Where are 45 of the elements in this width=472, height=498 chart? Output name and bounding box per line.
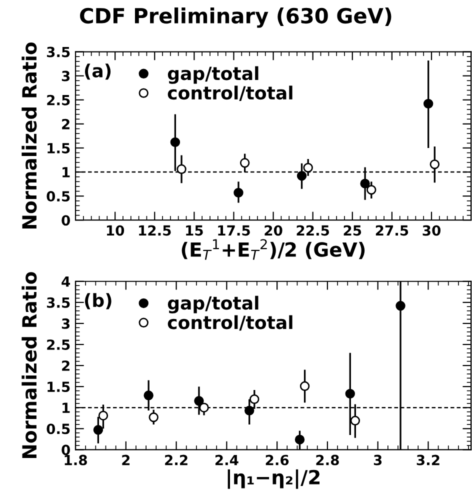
x-tick-label: 22.5	[296, 225, 330, 236]
x-tick-label: 15	[186, 225, 203, 236]
y-axis-title: Normalized Ratio	[22, 272, 37, 458]
y-axis-title: Normalized Ratio	[22, 42, 37, 228]
annotation: (b)	[84, 293, 112, 310]
y-tick-label: 0.5	[46, 424, 70, 434]
x-tick-label: 2.2	[165, 454, 188, 466]
y-tick-label: 1	[62, 167, 70, 178]
y-tick-label: 3	[62, 70, 70, 82]
x-tick-label: 2.6	[266, 454, 289, 466]
x-tick-label: 10	[106, 225, 124, 236]
x-tick-label: 2	[122, 454, 130, 466]
y-tick-label: 1.5	[48, 143, 70, 154]
y-tick-label: 0.5	[46, 191, 70, 202]
x-tick-label: 3	[374, 454, 382, 466]
y-tick-label: 3	[62, 318, 70, 329]
legend-label: gap/total	[168, 296, 258, 314]
y-tick-label: 2.5	[47, 94, 70, 106]
x-tick-label: 2.4	[215, 454, 238, 466]
legend-label: control/total	[168, 86, 292, 102]
y-tick-label: 3.5	[46, 297, 70, 308]
y-tick-label: 2	[62, 360, 70, 371]
x-tick-label: 3.2	[416, 454, 440, 466]
y-tick-label: 0	[62, 444, 70, 456]
x-tick-label: 12.5	[139, 225, 171, 236]
legend-label: gap/total	[168, 66, 258, 84]
y-tick-label: 1	[62, 402, 70, 413]
x-tick-label: 25	[344, 225, 362, 236]
y-tick-label: 0	[62, 215, 70, 226]
y-tick-label: 4	[62, 276, 70, 287]
x-tick-label: 1.8	[64, 454, 87, 466]
x-axis-title: (E$_{T}$$^{1}$+E$_{T}$$^{2}$)/2 (GeV)	[182, 239, 365, 260]
annotation: (a)	[84, 64, 111, 80]
x-tick-label: 27.5	[376, 225, 408, 236]
y-tick-label: 2.5	[47, 339, 70, 350]
y-tick-label: 1.5	[48, 382, 70, 392]
x-tick-label: 30	[422, 225, 440, 236]
y-tick-label: 3.5	[46, 46, 70, 58]
x-tick-label: 20	[264, 225, 282, 236]
x-tick-label: 17.5	[218, 225, 250, 236]
chart-title: CDF Preliminary (630 GeV)	[80, 7, 392, 28]
x-axis-title: |η₁−η₂|/2	[228, 469, 320, 489]
y-tick-label: 2	[62, 118, 70, 130]
legend-label: control/total	[168, 315, 292, 331]
x-tick-label: 2.8	[316, 454, 339, 466]
